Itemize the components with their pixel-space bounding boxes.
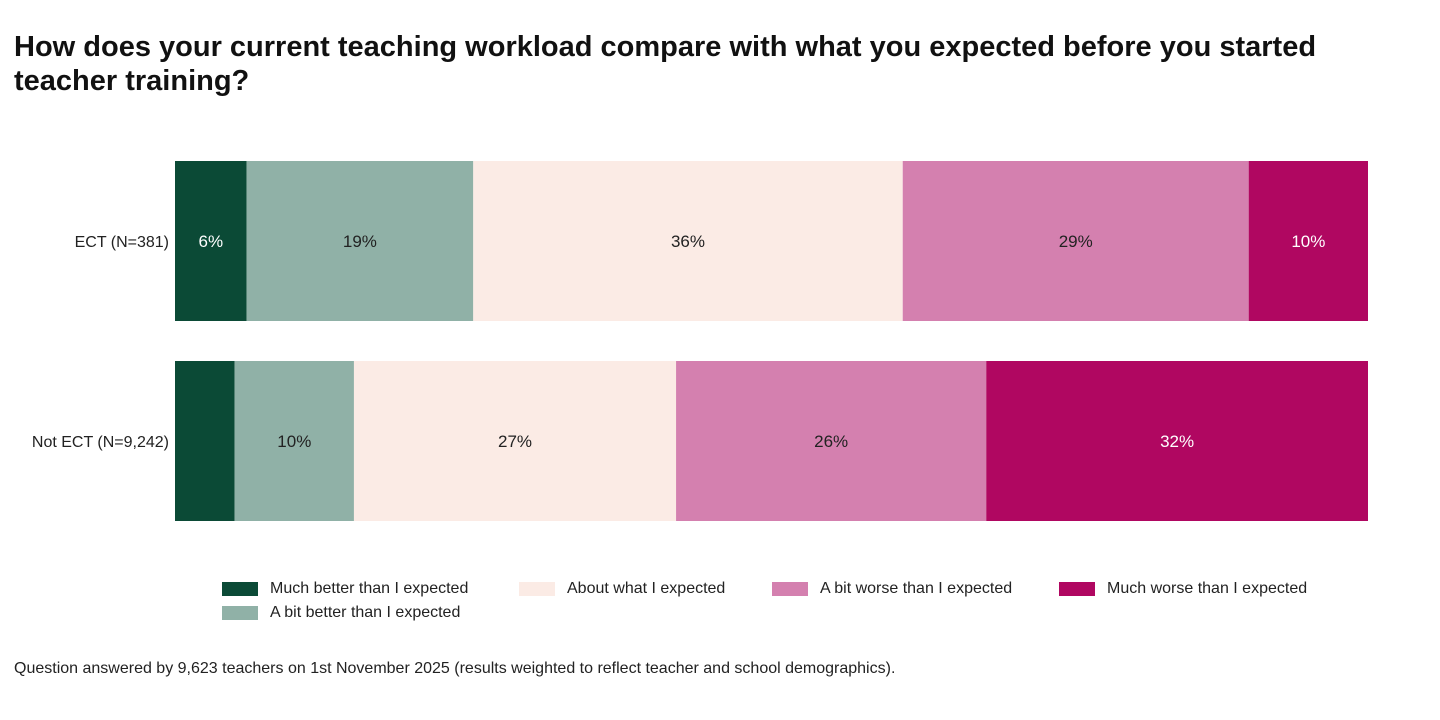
legend-swatch — [1059, 582, 1095, 596]
legend-item: Much worse than I expected — [1059, 580, 1307, 598]
bar-segment — [234, 361, 354, 521]
chart-title: How does your current teaching workload … — [14, 31, 1317, 97]
data-label: 32% — [1160, 432, 1194, 451]
legend-item: Much better than I expected — [222, 580, 468, 598]
data-label: 29% — [1059, 232, 1093, 251]
footnote: Question answered by 9,623 teachers on 1… — [14, 660, 896, 677]
bar-segment — [175, 161, 247, 321]
stacked-bar-chart: ECT (N=381) 6% 19% 36% 29% 10% Not ECT (N=9,24… — [32, 161, 1368, 521]
data-label: 10% — [277, 432, 311, 451]
legend-swatch — [772, 582, 808, 596]
legend-label: A bit better than I expected — [270, 604, 461, 621]
legend-label: A bit worse than I expected — [820, 580, 1013, 597]
legend-swatch — [222, 582, 258, 596]
data-label: 36% — [671, 232, 705, 251]
data-label: 26% — [814, 432, 848, 451]
category-label: ECT (N=381) — [75, 234, 169, 251]
legend-item: A bit worse than I expected — [772, 580, 1012, 598]
legend-item: About what I expected — [519, 580, 725, 598]
legend-label: Much worse than I expected — [1107, 580, 1308, 597]
data-label: 19% — [343, 232, 377, 251]
bar-segment — [902, 161, 1249, 321]
legend-item: A bit better than I expected — [222, 604, 460, 622]
bar-segment — [246, 161, 474, 321]
bar-segment — [676, 361, 987, 521]
legend-label: About what I expected — [567, 580, 726, 597]
bar-segment — [353, 361, 677, 521]
bar-segment — [986, 361, 1368, 521]
data-label: 10% — [1291, 232, 1325, 251]
bar-segment — [1248, 161, 1368, 321]
data-label: 27% — [498, 432, 532, 451]
legend-swatch — [222, 606, 258, 620]
data-label: 6% — [199, 232, 224, 251]
bar-segment — [175, 361, 235, 521]
bar-segment — [473, 161, 903, 321]
category-label: Not ECT (N=9,242) — [32, 434, 169, 451]
legend-swatch — [519, 582, 555, 596]
legend-label: Much better than I expected — [270, 580, 469, 597]
